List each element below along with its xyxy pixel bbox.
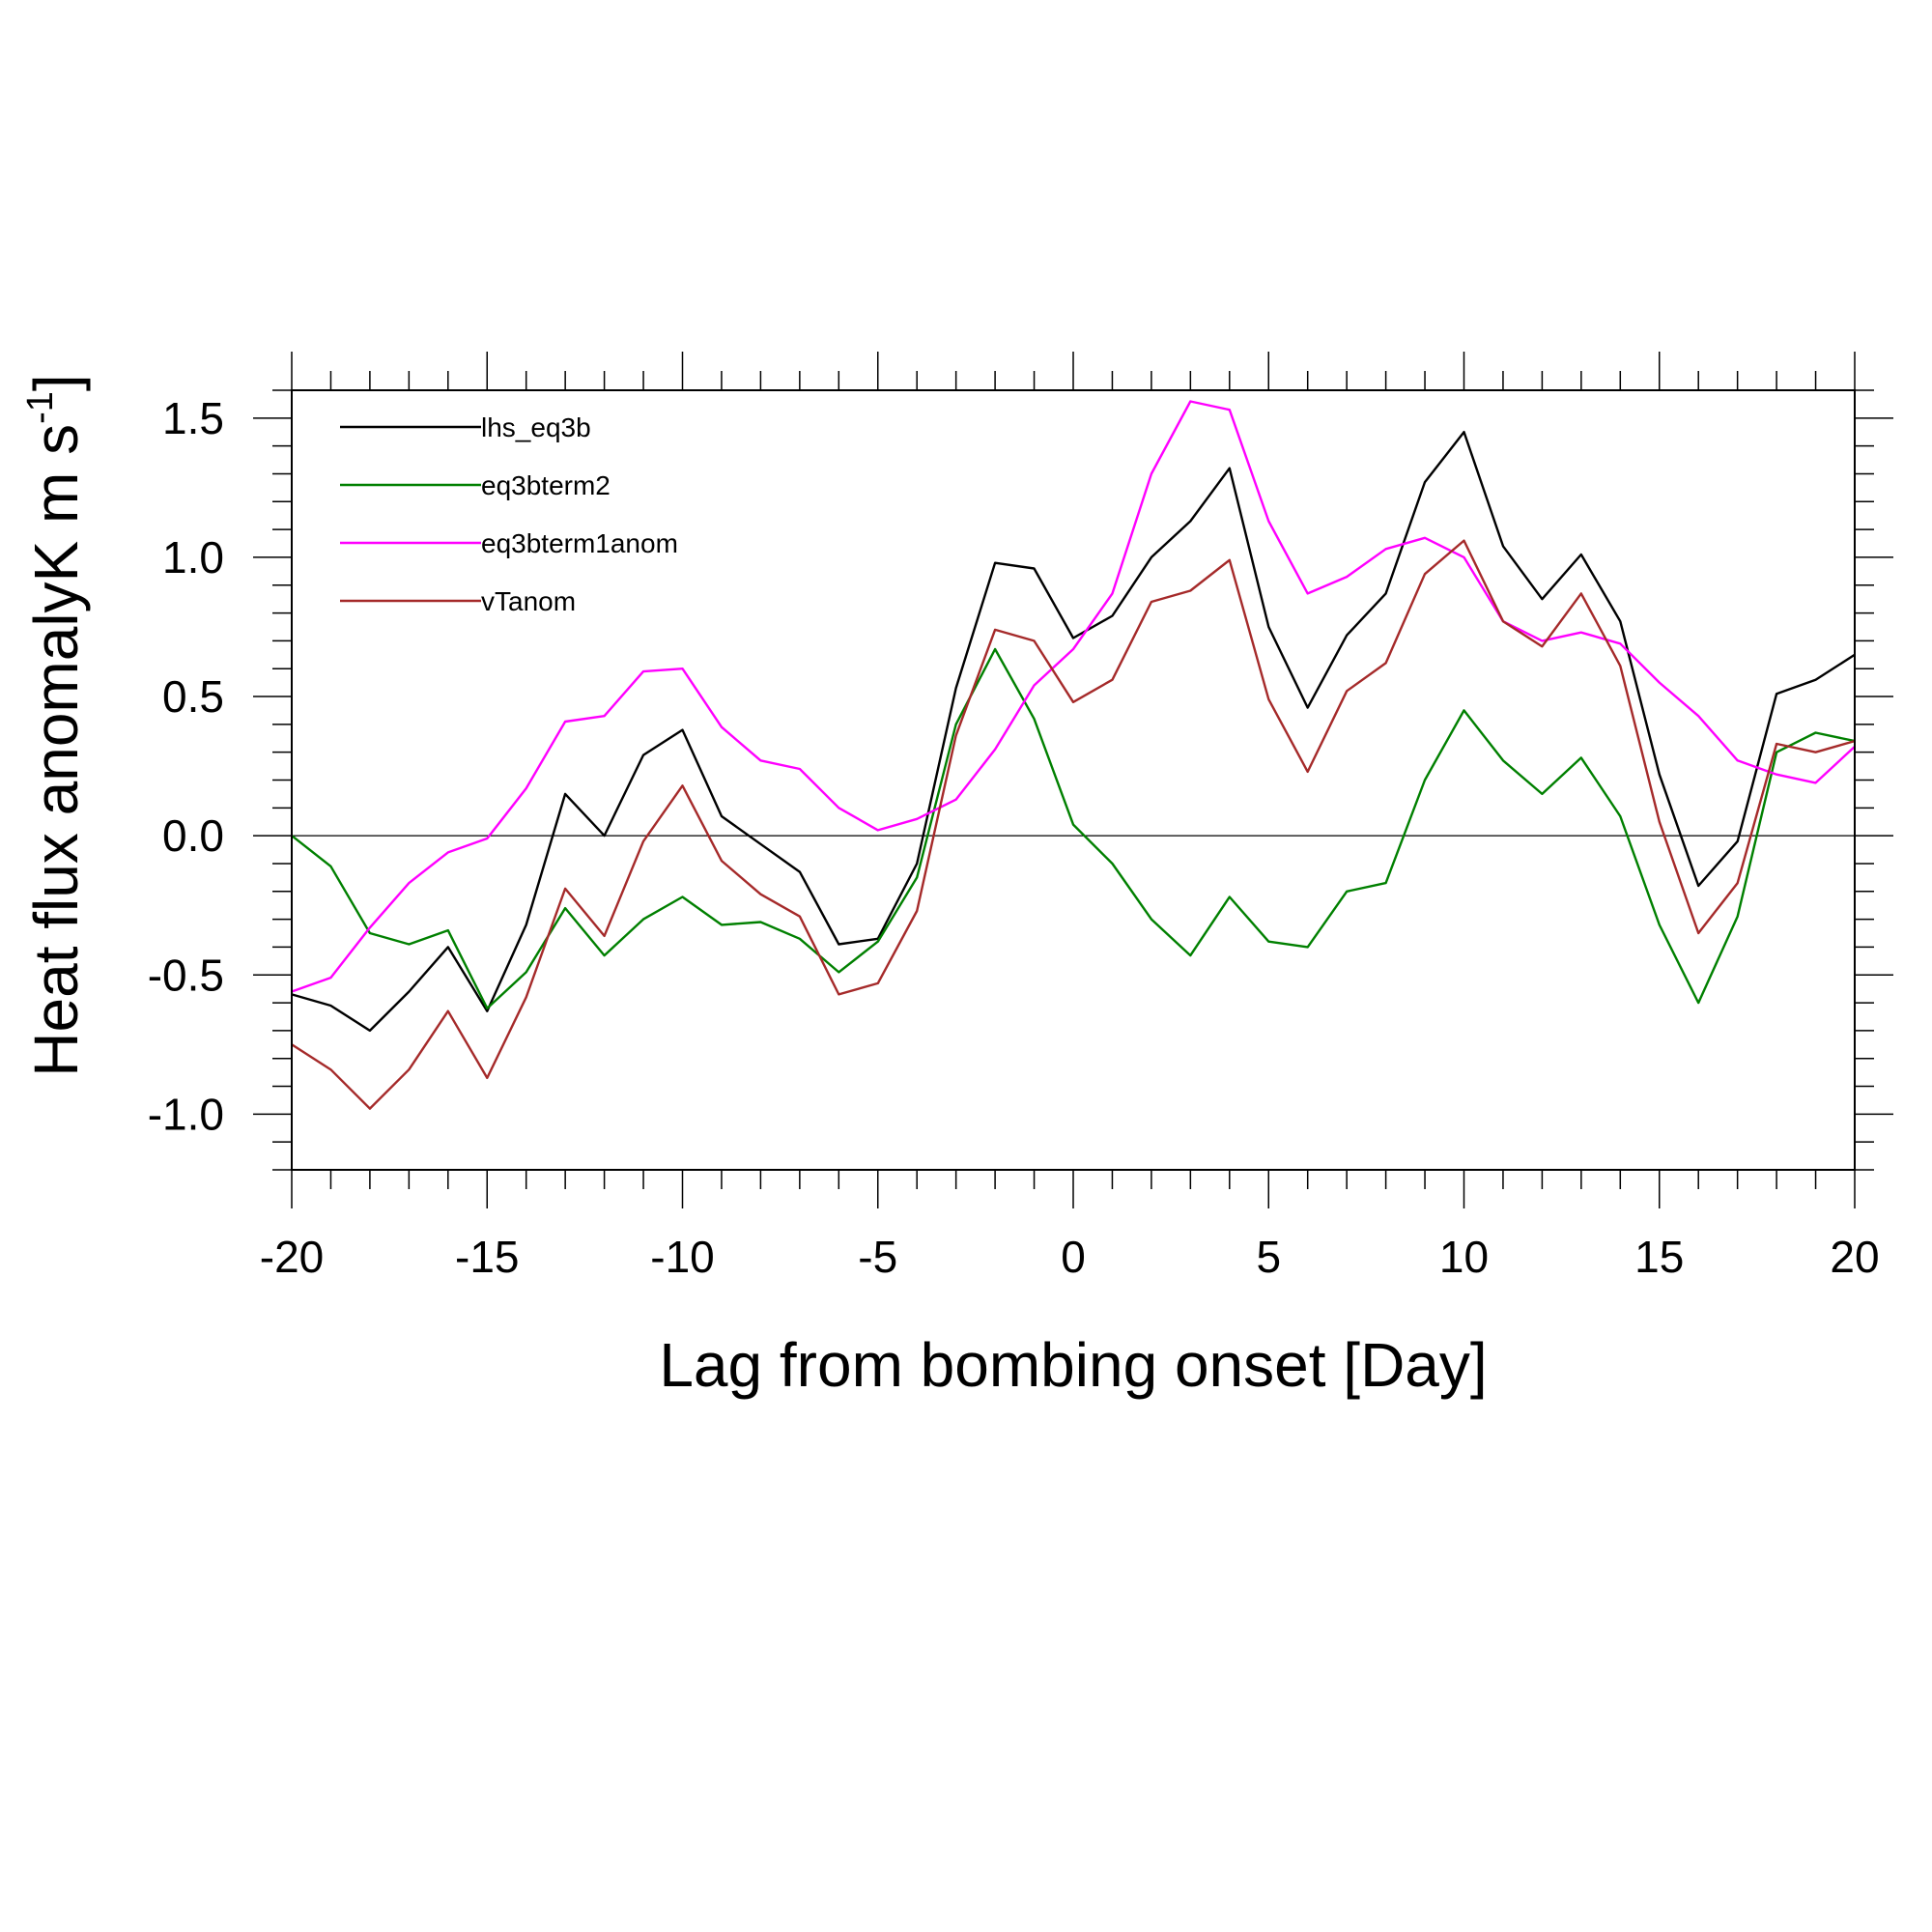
y-axis-title-superscript: -1 bbox=[20, 391, 61, 424]
y-tick-label: -1.0 bbox=[148, 1089, 224, 1139]
x-tick-label: 10 bbox=[1439, 1232, 1489, 1282]
legend-label: eq3bterm1anom bbox=[481, 528, 678, 558]
series-line-eq3bterm1anom bbox=[291, 400, 1856, 993]
y-tick-label: 0.0 bbox=[162, 810, 224, 861]
y-tick-label: 1.0 bbox=[162, 532, 224, 582]
y-tick-label: -0.5 bbox=[148, 950, 224, 1000]
x-tick-label: -15 bbox=[455, 1232, 519, 1282]
series-layer bbox=[291, 400, 1856, 1110]
legend: lhs_eq3b eq3bterm2 eq3bterm1anom vTanom bbox=[340, 412, 678, 616]
series-line-lhs-eq3b bbox=[291, 431, 1856, 1033]
x-tick-label: -5 bbox=[858, 1232, 897, 1282]
legend-label: lhs_eq3b bbox=[481, 412, 591, 442]
plot-frame bbox=[291, 389, 1856, 1171]
y-tick-labels: -1.0 -0.5 0.0 0.5 1.0 1.5 bbox=[148, 393, 224, 1140]
series-line-vtanom bbox=[291, 539, 1856, 1110]
y-axis-title: Heat flux anomalyK m s-1] bbox=[20, 374, 91, 1076]
x-axis-title: Lag from bombing onset [Day] bbox=[659, 1330, 1487, 1400]
legend-label: vTanom bbox=[481, 586, 576, 616]
x-tick-label: -10 bbox=[650, 1232, 714, 1282]
y-tick-label: 0.5 bbox=[162, 671, 224, 722]
x-tick-label: 20 bbox=[1830, 1232, 1879, 1282]
x-tick-label: 15 bbox=[1634, 1232, 1684, 1282]
legend-label: eq3bterm2 bbox=[481, 470, 611, 500]
ticks-layer bbox=[253, 352, 1893, 1208]
y-axis-title-suffix: ] bbox=[21, 374, 91, 391]
x-tick-label: 5 bbox=[1256, 1232, 1281, 1282]
y-axis-title-main: Heat flux anomalyK m s bbox=[21, 424, 91, 1077]
x-tick-label: -20 bbox=[260, 1232, 324, 1282]
x-tick-labels: -20 -15 -10 -5 0 5 10 15 20 bbox=[260, 1232, 1880, 1282]
plot-area bbox=[253, 352, 1893, 1208]
series-line-eq3bterm2 bbox=[291, 647, 1856, 1010]
x-tick-label: 0 bbox=[1061, 1232, 1086, 1282]
y-tick-label: 1.5 bbox=[162, 393, 224, 443]
